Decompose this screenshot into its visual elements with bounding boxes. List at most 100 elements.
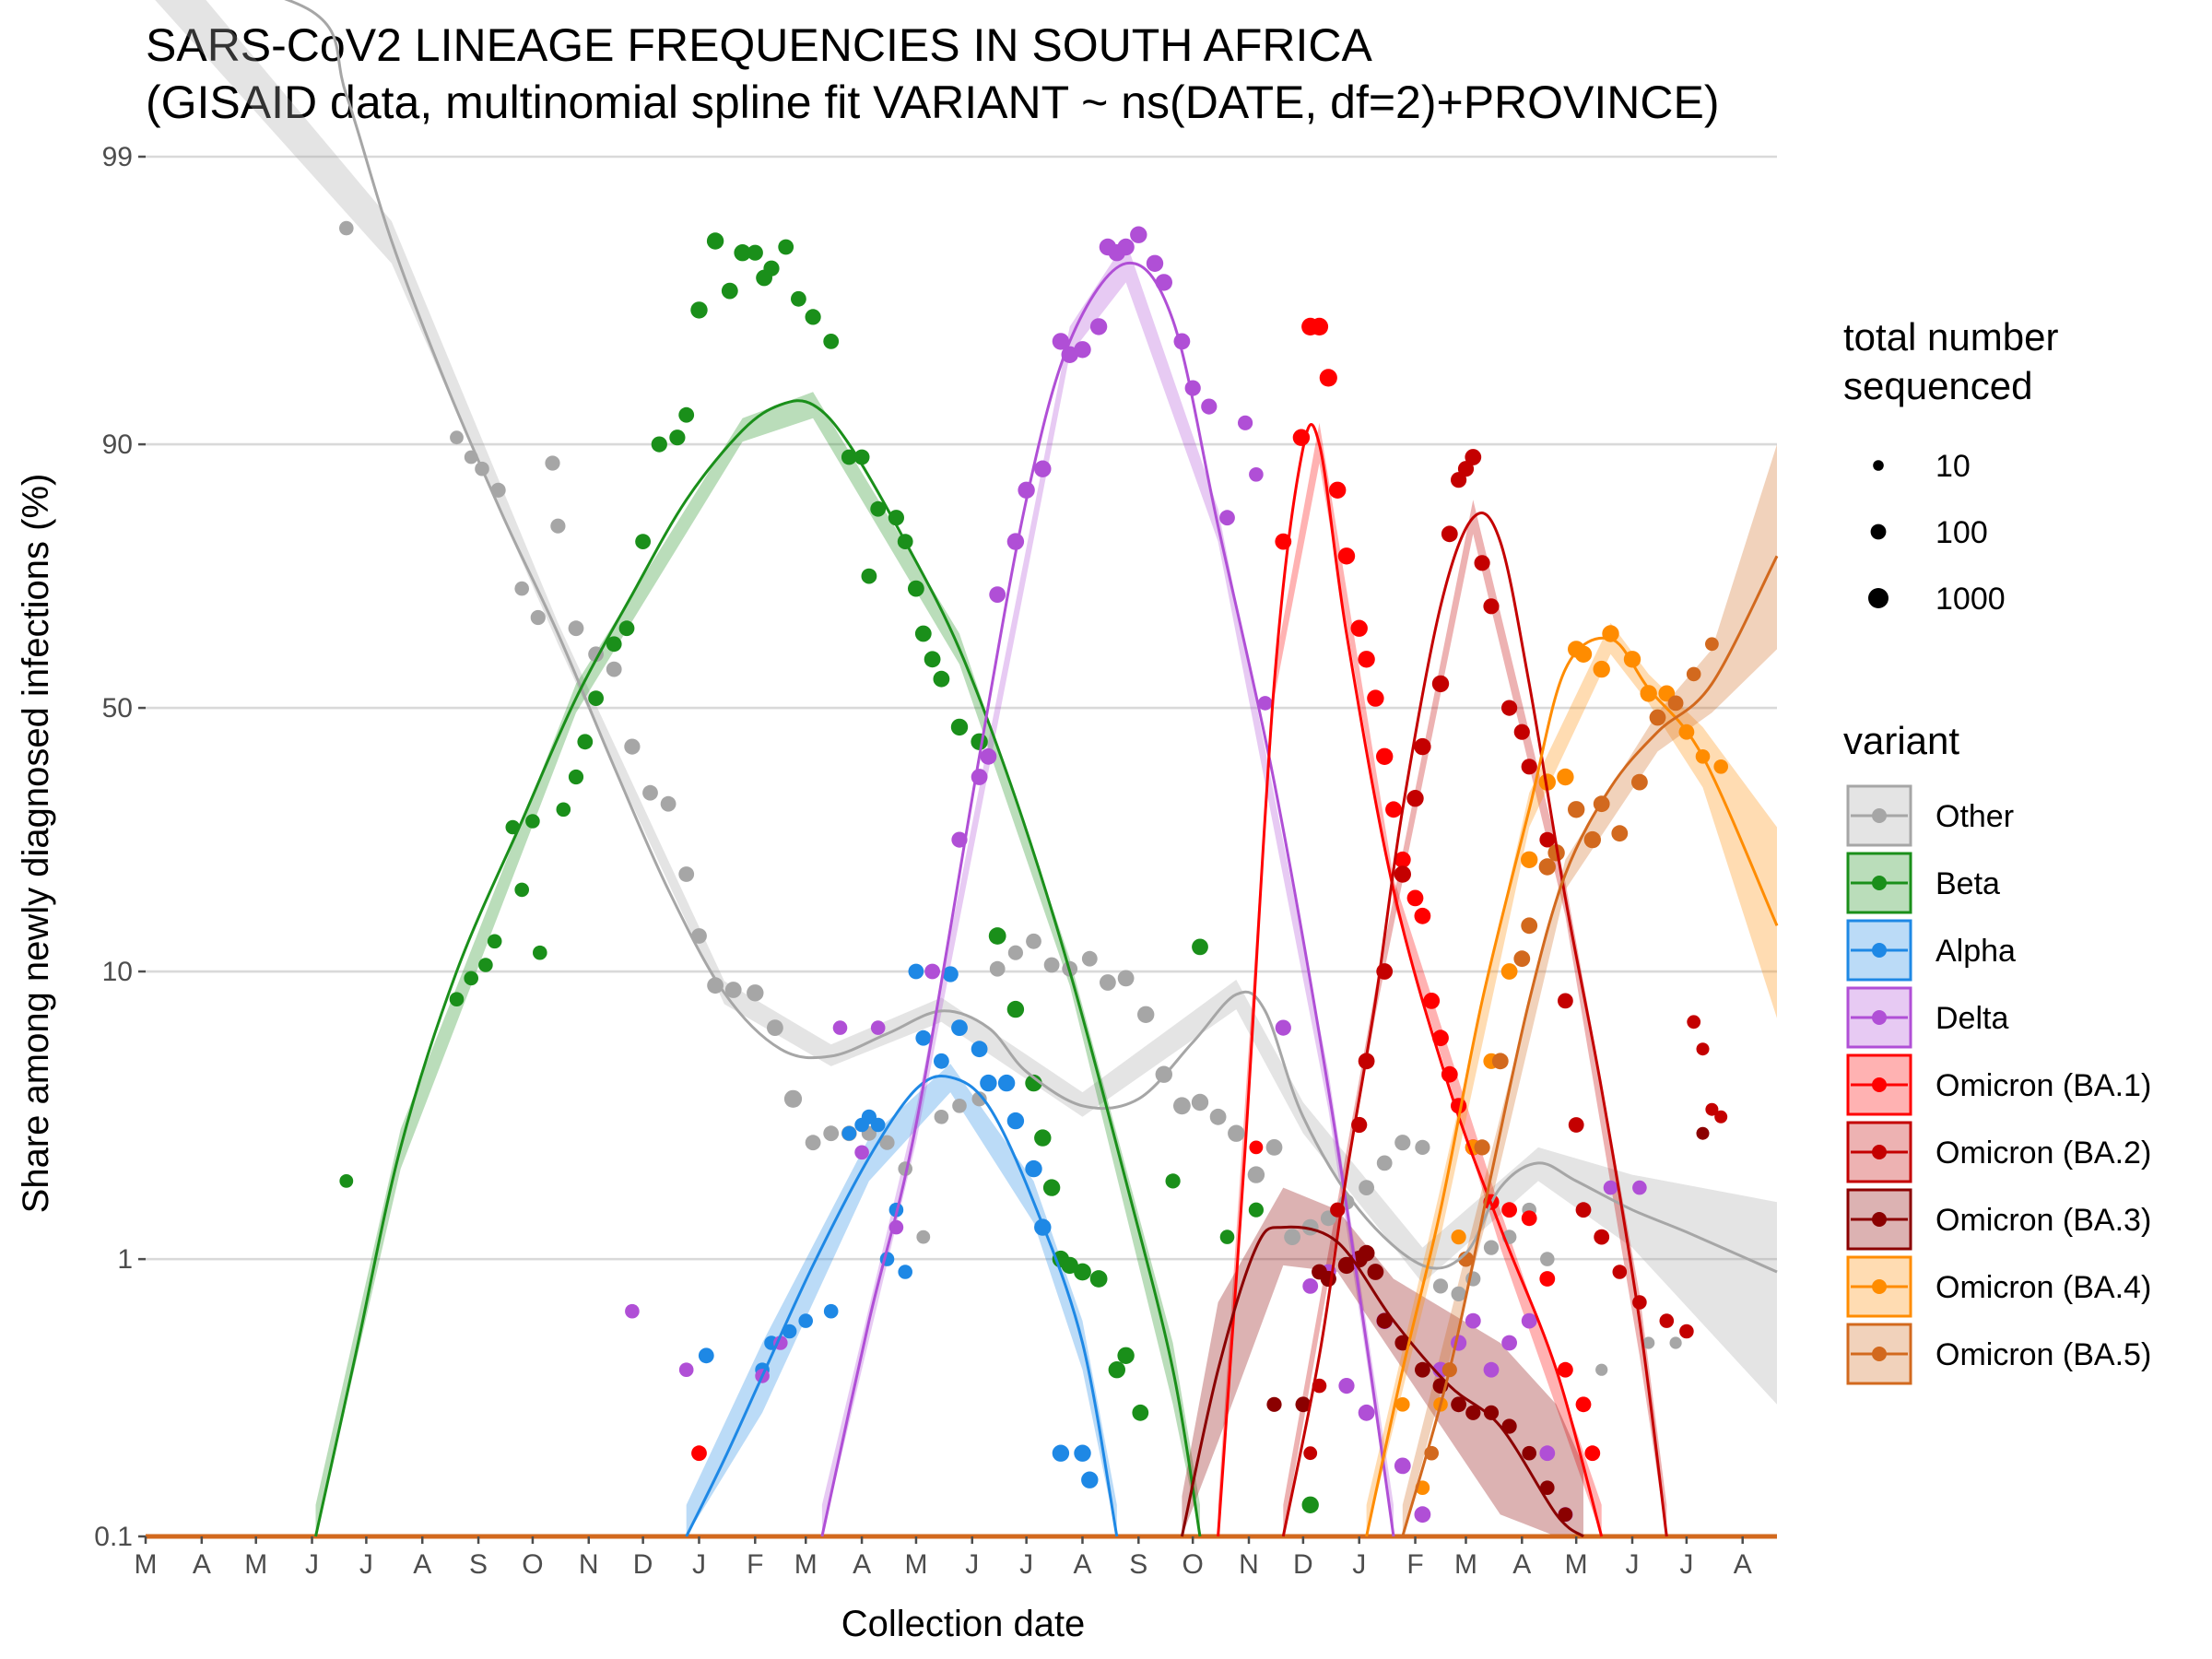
omicron-ba-3-point: [1465, 1405, 1481, 1420]
x-tick-label: D: [633, 1549, 653, 1580]
delta-point: [1275, 1019, 1291, 1036]
delta-point: [1052, 333, 1070, 350]
alpha-point: [942, 966, 959, 982]
delta-point: [1074, 341, 1091, 359]
delta-point: [1201, 398, 1218, 415]
x-tick-label: J: [1352, 1549, 1366, 1580]
omicron-ba-2-point: [1406, 790, 1424, 807]
omicron-ba-2-fit-line: [1281, 512, 1668, 1537]
size-legend: total number sequenced 10 100 1000: [1843, 315, 2058, 617]
omicron-ba-1-point: [1394, 851, 1411, 868]
delta-point: [1034, 460, 1052, 477]
omicron-ba-5-point: [1521, 917, 1538, 935]
x-tick-label: J: [1019, 1549, 1033, 1580]
other-point: [678, 866, 695, 882]
beta-point: [1248, 1202, 1264, 1218]
delta-point: [1394, 1457, 1411, 1475]
y-tick-label: 1: [117, 1244, 133, 1275]
x-tick-label: S: [1129, 1549, 1147, 1580]
legend-label: Omicron (BA.4): [1936, 1270, 2151, 1305]
beta-point: [1301, 1496, 1319, 1514]
size-legend-title-line2: sequenced: [1843, 364, 2033, 407]
omicron-ba-1-point: [691, 1445, 707, 1462]
other-point: [1247, 1166, 1265, 1183]
other-point: [1173, 1097, 1191, 1115]
omicron-ba-2-point: [1414, 737, 1431, 756]
x-tick-label: M: [135, 1549, 158, 1580]
omicron-ba-4-point: [1713, 759, 1728, 774]
other-point: [1265, 1139, 1283, 1156]
omicron-ba-3-confidence-band: [1182, 1187, 1583, 1536]
omicron-ba-5-confidence-band: [1402, 444, 1777, 1537]
other-point: [1081, 950, 1098, 967]
other-point: [1137, 1006, 1155, 1024]
beta-point: [533, 945, 547, 960]
other-point: [642, 784, 658, 801]
delta-point: [1451, 1335, 1467, 1351]
legend-swatch-dot: [1872, 1212, 1887, 1227]
omicron-ba-3-point: [1522, 1445, 1536, 1461]
omicron-ba-5-point: [1667, 695, 1684, 712]
other-point: [1007, 945, 1023, 960]
variant-legend-title: variant: [1843, 719, 1959, 762]
omicron-ba-2-point: [1539, 831, 1556, 848]
omicron-ba-4-point: [1500, 963, 1518, 980]
omicron-ba-1-point: [1584, 1445, 1601, 1462]
beta-point: [908, 580, 924, 597]
beta-point: [1108, 1361, 1126, 1379]
beta-point: [1132, 1404, 1149, 1421]
delta-point: [1521, 1312, 1537, 1329]
beta-point: [1165, 1173, 1181, 1189]
other-point: [1100, 974, 1116, 991]
x-tick-label: O: [522, 1549, 543, 1580]
omicron-ba-5-point: [1583, 830, 1602, 849]
other-point: [805, 1135, 821, 1151]
beta-point: [690, 301, 708, 319]
beta-point: [747, 244, 763, 261]
delta-point: [832, 1020, 848, 1035]
y-tick-label: 10: [102, 957, 133, 987]
beta-point: [1034, 1129, 1052, 1147]
omicron-ba-1-point: [1432, 1030, 1449, 1047]
beta-point: [823, 334, 840, 349]
beta-point: [933, 670, 950, 688]
size-legend-dot: [1873, 460, 1884, 471]
delta-fit-line: [820, 261, 1395, 1537]
beta-point: [678, 406, 695, 423]
legend-swatch-dot: [1872, 1145, 1887, 1159]
other-point: [530, 609, 546, 626]
omicron-ba-2-point: [1714, 1110, 1728, 1124]
omicron-ba-3-point: [1320, 1270, 1336, 1288]
omicron-ba-2-point: [1558, 993, 1573, 1009]
omicron-ba-2-point: [1441, 525, 1458, 543]
beta-point: [971, 733, 988, 750]
omicron-ba-4-point: [1574, 645, 1593, 663]
other-point: [879, 1135, 895, 1150]
omicron-ba-1-fit-line: [1217, 423, 1604, 1537]
confidence-bands: [155, 0, 1777, 1537]
omicron-ba-3-point: [1696, 1126, 1710, 1140]
delta-point: [1089, 318, 1108, 335]
beta-point: [805, 309, 821, 325]
other-point: [952, 1099, 967, 1113]
beta-point: [721, 282, 738, 300]
omicron-ba-2-point: [1431, 675, 1450, 693]
other-point: [1191, 1093, 1209, 1112]
omicron-ba-3-point: [1415, 1361, 1430, 1378]
beta-point: [514, 882, 529, 898]
other-point: [1451, 1286, 1466, 1301]
x-tick-label: A: [413, 1549, 431, 1580]
legend-item-omicron-ba-1: Omicron (BA.1): [1846, 1053, 2151, 1116]
alpha-point: [798, 1313, 813, 1328]
other-point: [724, 982, 742, 998]
x-tick-label: M: [904, 1549, 927, 1580]
beta-point: [734, 244, 751, 262]
beta-point: [651, 436, 667, 453]
other-point: [1540, 1252, 1555, 1266]
x-tick-label: J: [1679, 1549, 1693, 1580]
delta-point: [1483, 1361, 1500, 1378]
delta-point: [1465, 1312, 1481, 1329]
beta-point: [1074, 1263, 1091, 1281]
omicron-ba-3-point: [1337, 1256, 1356, 1275]
x-tick-label: F: [747, 1549, 763, 1580]
